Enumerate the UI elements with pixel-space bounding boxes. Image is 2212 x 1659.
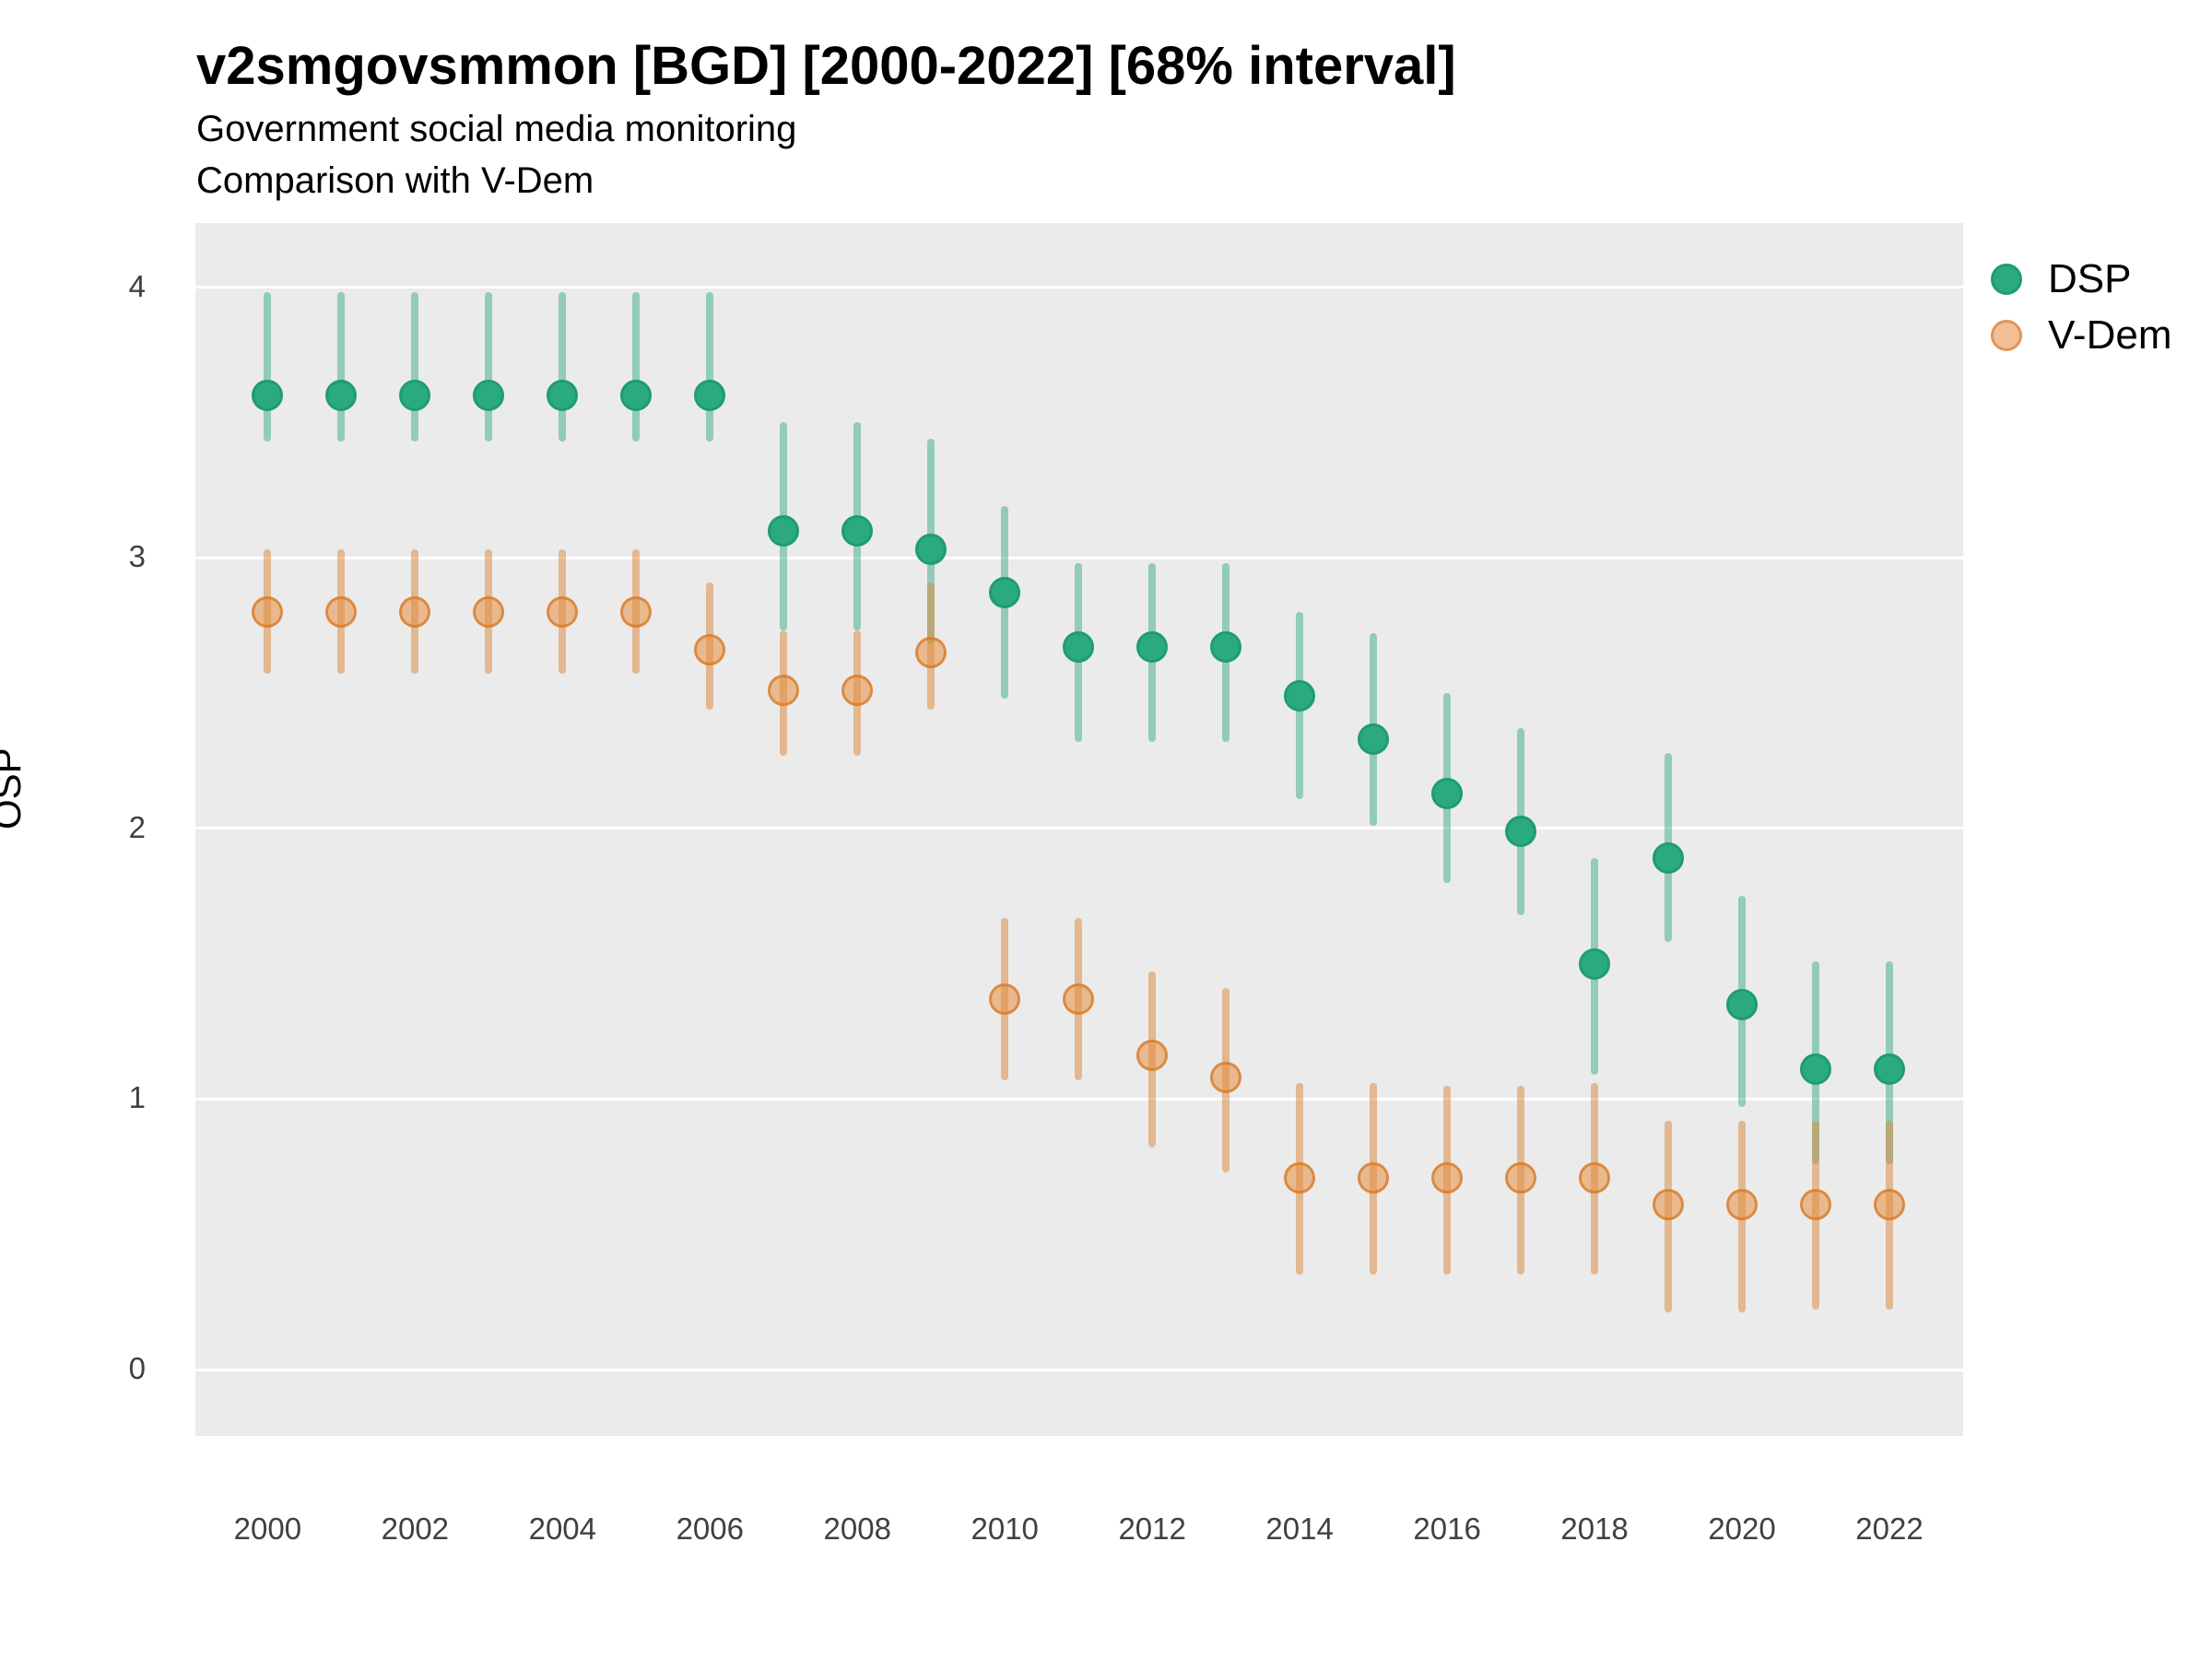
x-tick-label-2004: 2004 bbox=[528, 1512, 597, 1546]
x-tick-label-2014: 2014 bbox=[1265, 1512, 1334, 1546]
x-tick-label-2012: 2012 bbox=[1118, 1512, 1186, 1546]
dsp-point-2018 bbox=[1579, 947, 1611, 980]
dsp-point-2010 bbox=[989, 577, 1021, 609]
vdem-point-2017 bbox=[1505, 1161, 1537, 1194]
gridline-y-1 bbox=[195, 1097, 1963, 1100]
vdem-point-2014 bbox=[1284, 1161, 1316, 1194]
dsp-point-2015 bbox=[1358, 723, 1390, 755]
dsp-errorbar-2002 bbox=[411, 292, 419, 441]
dsp-point-2003 bbox=[473, 380, 505, 412]
x-tick-label-2022: 2022 bbox=[1855, 1512, 1924, 1546]
dsp-point-2022 bbox=[1874, 1053, 1906, 1086]
vdem-point-2000 bbox=[252, 595, 284, 628]
gridline-y-4 bbox=[195, 286, 1963, 289]
x-tick-label-2010: 2010 bbox=[971, 1512, 1039, 1546]
vdem-point-2019 bbox=[1653, 1188, 1685, 1220]
dsp-point-2007 bbox=[768, 514, 800, 547]
y-axis-title: OSP bbox=[0, 747, 29, 830]
gridline-y-2 bbox=[195, 827, 1963, 830]
dsp-errorbar-2006 bbox=[706, 292, 714, 441]
x-tick-label-2008: 2008 bbox=[823, 1512, 891, 1546]
vdem-point-2020 bbox=[1726, 1188, 1759, 1220]
dsp-point-2002 bbox=[399, 380, 431, 412]
dsp-point-2016 bbox=[1431, 777, 1464, 809]
legend-item-dsp: DSP bbox=[1991, 251, 2171, 307]
vdem-point-2006 bbox=[694, 634, 726, 666]
vdem-point-2008 bbox=[841, 675, 874, 707]
vdem-point-2016 bbox=[1431, 1161, 1464, 1194]
vdem-point-2001 bbox=[325, 595, 358, 628]
y-tick-label-2: 2 bbox=[128, 809, 146, 844]
vdem-point-2011 bbox=[1063, 982, 1095, 1015]
x-tick-label-2000: 2000 bbox=[233, 1512, 302, 1546]
vdem-point-2021 bbox=[1800, 1188, 1832, 1220]
dsp-point-2006 bbox=[694, 380, 726, 412]
x-tick-label-2006: 2006 bbox=[676, 1512, 744, 1546]
dsp-point-2000 bbox=[252, 380, 284, 412]
dsp-point-2005 bbox=[620, 380, 653, 412]
dsp-errorbar-2004 bbox=[559, 292, 567, 441]
vdem-point-2022 bbox=[1874, 1188, 1906, 1220]
dsp-point-2001 bbox=[325, 380, 358, 412]
y-tick-label-0: 0 bbox=[128, 1351, 146, 1386]
gridline-y-0 bbox=[195, 1368, 1963, 1371]
dsp-point-2014 bbox=[1284, 679, 1316, 712]
x-tick-label-2020: 2020 bbox=[1708, 1512, 1776, 1546]
vdem-point-2010 bbox=[989, 982, 1021, 1015]
x-tick-label-2018: 2018 bbox=[1560, 1512, 1629, 1546]
dsp-errorbar-2000 bbox=[264, 292, 272, 441]
vdem-point-2004 bbox=[547, 595, 579, 628]
x-tick-label-2002: 2002 bbox=[381, 1512, 450, 1546]
vdem-point-2005 bbox=[620, 595, 653, 628]
x-tick-label-2016: 2016 bbox=[1413, 1512, 1481, 1546]
dsp-point-2012 bbox=[1136, 631, 1169, 664]
legend: DSP V-Dem bbox=[1991, 251, 2171, 363]
dsp-point-2008 bbox=[841, 514, 874, 547]
dsp-legend-marker-icon bbox=[1991, 263, 2022, 295]
dsp-errorbar-2005 bbox=[632, 292, 641, 441]
dsp-point-2017 bbox=[1505, 815, 1537, 847]
dsp-errorbar-2003 bbox=[485, 292, 493, 441]
vdem-point-2013 bbox=[1210, 1061, 1242, 1093]
chart-title: v2smgovsmmon [BGD] [2000-2022] [68% inte… bbox=[196, 36, 1456, 96]
chart-subtitle: Government social media monitoring bbox=[196, 109, 797, 149]
vdem-point-2003 bbox=[473, 595, 505, 628]
dsp-errorbar-2001 bbox=[337, 292, 346, 441]
dsp-point-2021 bbox=[1800, 1053, 1832, 1086]
gridline-y-3 bbox=[195, 556, 1963, 559]
chart-subtitle-2: Comparison with V-Dem bbox=[196, 160, 594, 201]
dsp-point-2009 bbox=[915, 534, 947, 566]
y-tick-label-3: 3 bbox=[128, 539, 146, 574]
vdem-point-2009 bbox=[915, 636, 947, 668]
vdem-point-2018 bbox=[1579, 1161, 1611, 1194]
y-tick-label-4: 4 bbox=[128, 268, 146, 303]
vdem-point-2007 bbox=[768, 675, 800, 707]
dsp-point-2004 bbox=[547, 380, 579, 412]
y-tick-label-1: 1 bbox=[128, 1080, 146, 1115]
vdem-point-2002 bbox=[399, 595, 431, 628]
legend-item-vdem: V-Dem bbox=[1991, 307, 2171, 363]
vdem-legend-marker-icon bbox=[1991, 319, 2022, 351]
vdem-point-2012 bbox=[1136, 1040, 1169, 1072]
legend-label-vdem: V-Dem bbox=[2048, 312, 2172, 358]
dsp-point-2011 bbox=[1063, 631, 1095, 664]
dsp-point-2019 bbox=[1653, 842, 1685, 875]
dsp-point-2013 bbox=[1210, 631, 1242, 664]
dsp-point-2020 bbox=[1726, 988, 1759, 1020]
plot-panel bbox=[195, 223, 1963, 1436]
vdem-point-2015 bbox=[1358, 1161, 1390, 1194]
legend-label-dsp: DSP bbox=[2048, 255, 2132, 301]
